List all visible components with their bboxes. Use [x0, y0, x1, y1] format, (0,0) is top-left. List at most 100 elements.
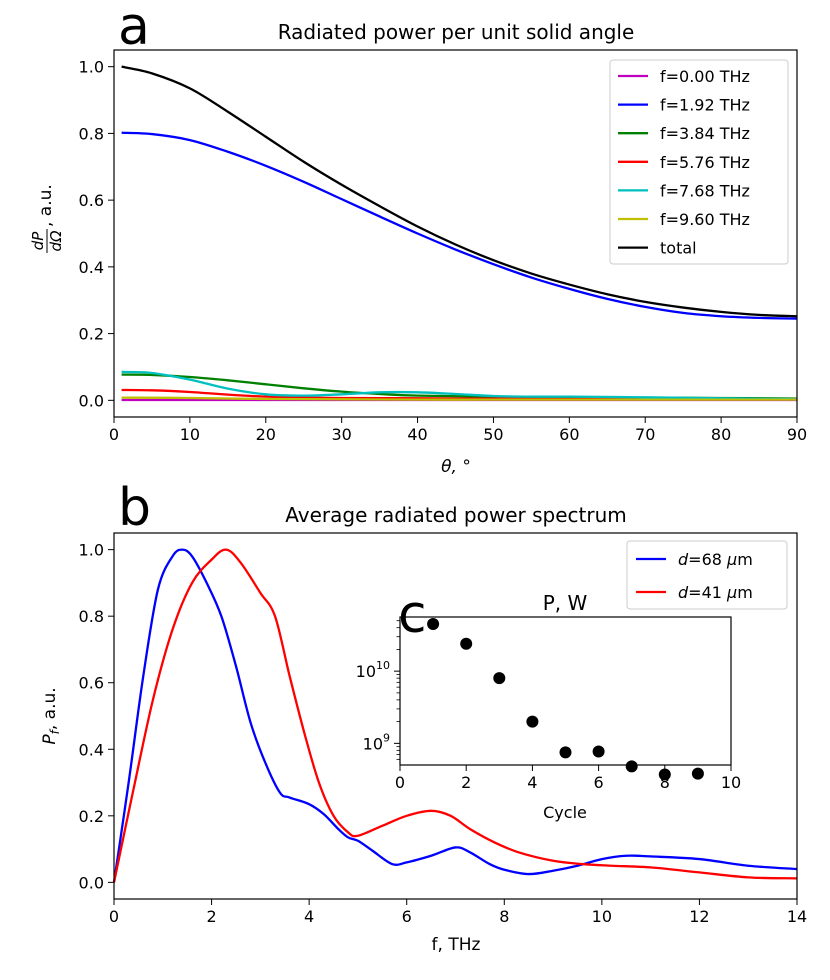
- panel-c-point-5: [559, 746, 572, 759]
- panel-c-label: c: [398, 585, 427, 645]
- panel-a-ytick-label: 0.2: [79, 325, 104, 344]
- panel-c-ytick-base: 10: [356, 662, 376, 681]
- panel-a-xtick-label: 0: [109, 425, 119, 444]
- panel-a-ytick-label: 0.8: [79, 124, 104, 143]
- panel-a-series-line-5: [121, 396, 797, 401]
- panel-c-point-6: [592, 745, 605, 758]
- panel-c-xtick-label: 8: [660, 773, 670, 792]
- panel-c-ytick-label: 109: [363, 731, 390, 753]
- panel-b-legend: d=68 μm d=41 μm: [626, 540, 788, 610]
- panel-b-ytick-label: 0.2: [79, 807, 104, 826]
- panel-b-legend-box: [626, 540, 788, 610]
- panel-a-ytick-label: 0.0: [79, 391, 104, 410]
- panel-b-xtick-label: 2: [206, 907, 216, 926]
- panel-c-point-8: [658, 768, 671, 781]
- panel-a-series-line-4: [121, 370, 798, 401]
- panel-b-legend-label-0: d=68 μm: [678, 550, 753, 569]
- panel-a-ylabel-den: dΩ: [47, 230, 65, 252]
- panel-c-xlabel: Cycle: [543, 803, 587, 822]
- panel-a-ylabel-suffix: , a.u.: [36, 184, 56, 227]
- panel-a-legend-label-6: total: [660, 239, 697, 258]
- panel-b-legend-var-1: d: [678, 583, 689, 602]
- panel-b-xtick-label: 8: [499, 907, 509, 926]
- panel-a-legend-label-5: f=9.60 THz: [660, 210, 750, 229]
- panel-a-xtick-label: 10: [180, 425, 200, 444]
- panel-c-ytick-base: 10: [363, 734, 383, 753]
- panel-b-xtick-label: 6: [402, 907, 412, 926]
- panel-a-frame: [113, 49, 798, 418]
- panel-b-xlabel: f, THz: [432, 935, 481, 955]
- panel-a-xtick-label: 40: [407, 425, 427, 444]
- panel-a-legend-label-4: f=7.68 THz: [660, 181, 750, 200]
- panel-b-legend-mu-1: μ: [726, 583, 737, 602]
- panel-b-legend-mu-0: μ: [726, 550, 737, 569]
- panel-a-legend-label-1: f=1.92 THz: [660, 96, 750, 115]
- panel-b: b Average radiated power spectrum 0 2 4 6 8 1…: [40, 478, 807, 955]
- panel-b-label: b: [118, 478, 151, 538]
- panel-a-legend-label-3: f=5.76 THz: [660, 153, 750, 172]
- panel-a-xtick-label: 50: [483, 425, 503, 444]
- panel-a-xtick-label: 60: [559, 425, 579, 444]
- panel-b-legend-value-1: =41: [688, 583, 727, 602]
- panel-a-series: [121, 65, 798, 402]
- panel-b-ytick-label: 1.0: [79, 541, 104, 560]
- panel-c-point-1: [427, 617, 440, 630]
- panel-b-legend-unit-1: m: [737, 583, 753, 602]
- panel-a-xtick-label: 90: [787, 425, 807, 444]
- panel-b-xtick-label: 10: [592, 907, 612, 926]
- panel-b-ylabel: Pf, a.u.: [40, 687, 62, 744]
- panel-a: a Radiated power per unit solid angle 0 1…: [29, 0, 807, 477]
- panel-c-ytick-exp: 9: [383, 731, 390, 744]
- panel-c-title: P, W: [543, 591, 588, 615]
- panel-b-ytick-label: 0.8: [79, 607, 104, 626]
- panel-a-ytick-label: 1.0: [79, 58, 104, 77]
- panel-b-legend-unit-0: m: [737, 550, 753, 569]
- panel-c-xtick-label: 4: [527, 773, 537, 792]
- panel-a-xlabel: θ, °: [441, 457, 471, 477]
- panel-a-series-line-1: [121, 131, 798, 320]
- panel-a-ylabel: dP dΩ , a.u.: [29, 184, 65, 253]
- panel-c-xtick-label: 0: [395, 773, 405, 792]
- panel-a-title: Radiated power per unit solid angle: [278, 20, 635, 44]
- panel-c-xtick-label: 6: [594, 773, 604, 792]
- panel-b-ytick-label: 0.6: [79, 674, 104, 693]
- panel-b-xtick-label: 12: [689, 907, 709, 926]
- panel-c-ytick-label: 1010: [356, 659, 390, 681]
- panel-a-legend-label-2: f=3.84 THz: [660, 124, 750, 143]
- panel-b-xtick-label: 0: [109, 907, 119, 926]
- panel-b-xtick-label: 14: [787, 907, 807, 926]
- panel-a-xtick-label: 30: [331, 425, 351, 444]
- panel-b-legend-label-1: d=41 μm: [678, 583, 753, 602]
- panel-a-label: a: [118, 0, 150, 57]
- panel-c-point-4: [526, 715, 539, 728]
- panel-c-background: [400, 617, 731, 765]
- panel-a-ytick-label: 0.6: [79, 191, 104, 210]
- panel-a-legend-box: [609, 59, 789, 265]
- panel-b-ylabel-main: P: [40, 734, 60, 745]
- panel-b-ylabel-suffix: , a.u.: [40, 687, 60, 730]
- panel-b-ylabel-text: Pf, a.u.: [40, 687, 62, 744]
- panel-a-xtick-label: 80: [711, 425, 731, 444]
- panel-a-xtick-label: 20: [256, 425, 276, 444]
- panel-b-ytick-label: 0.4: [79, 740, 104, 759]
- panel-b-frame: [113, 532, 798, 900]
- panel-b-title: Average radiated power spectrum: [285, 503, 626, 527]
- panel-c-point-9: [691, 767, 704, 780]
- panel-a-ytick-label: 0.4: [79, 258, 104, 277]
- panel-a-xtick-label: 70: [635, 425, 655, 444]
- panel-a-series-line-6: [121, 65, 798, 318]
- panel-a-legend-label-0: f=0.00 THz: [660, 67, 750, 86]
- panel-c-point-3: [493, 672, 506, 685]
- panel-c-frame: [399, 616, 732, 766]
- panel-c-point-2: [460, 637, 473, 650]
- panel-b-ylabel-sub: f: [48, 728, 62, 734]
- panel-b-series-line-1: [112, 548, 798, 883]
- panel-a-ylabel-num: dP: [29, 231, 47, 251]
- panel-c-xtick-label: 10: [721, 773, 741, 792]
- panel-b-ticks: 0 2 4 6 8 10 12 14 0.0 0.2 0.4 0.6 0.8 1.0: [79, 541, 808, 926]
- panel-b-series-line-0: [112, 548, 798, 883]
- panel-b-ytick-label: 0.0: [79, 873, 104, 892]
- panel-b-series: [112, 548, 798, 883]
